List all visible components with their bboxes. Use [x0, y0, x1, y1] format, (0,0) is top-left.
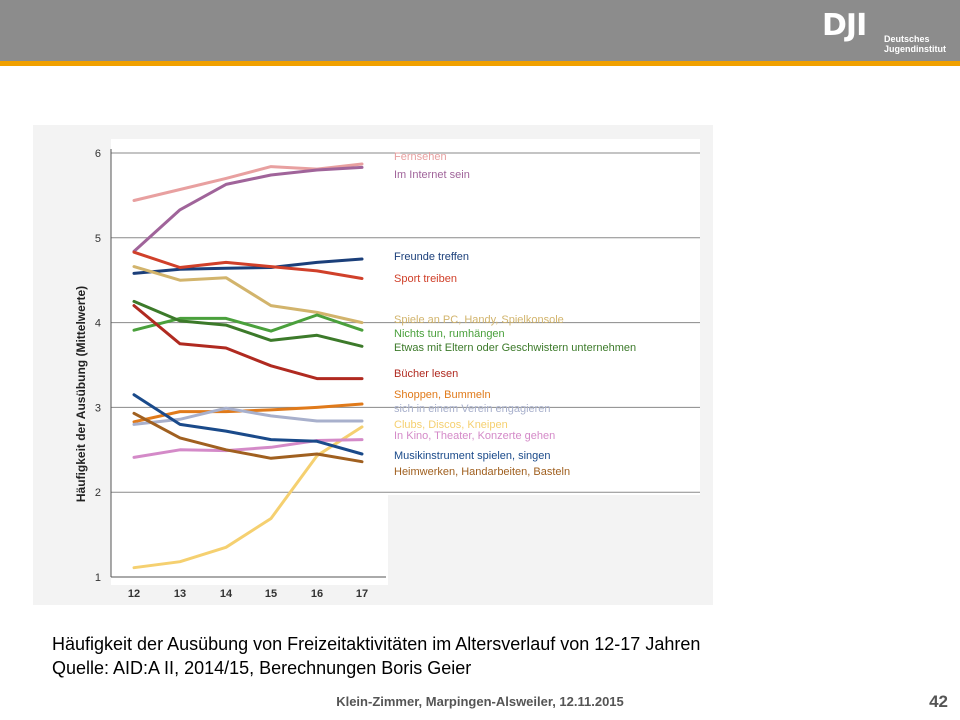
y-tick-label: 3 [95, 402, 101, 414]
series-line-1 [132, 165, 364, 253]
plot-area [111, 139, 388, 585]
caption-line-2: Quelle: AID:A II, 2014/15, Berechnungen … [52, 658, 472, 678]
series-line-12 [132, 393, 364, 456]
series-line-11 [132, 438, 364, 459]
series-line-13 [132, 411, 364, 464]
series-label: Etwas mit Eltern oder Geschwistern unter… [394, 342, 636, 354]
logo-text-line2: Jugendinstitut [884, 44, 946, 54]
dji-logo: DJI Deutsches Jugendinstitut [822, 8, 952, 58]
series-line-5 [132, 313, 364, 333]
series-line-4 [132, 265, 364, 325]
x-tick-label: 17 [356, 588, 368, 600]
x-tick-label: 15 [265, 588, 277, 600]
y-tick-label: 6 [95, 148, 101, 160]
x-tick-label: 16 [311, 588, 323, 600]
x-tick-label: 12 [128, 588, 140, 600]
series-label: Im Internet sein [394, 169, 470, 181]
series-label: Heimwerken, Handarbeiten, Basteln [394, 466, 570, 478]
series-label: Nichts tun, rumhängen [394, 328, 505, 340]
series-label: Fernsehen [394, 151, 447, 163]
series-line-2 [132, 257, 364, 275]
series-label: Spiele an PC, Handy, Spielkonsole [394, 314, 564, 326]
logo-text-line1: Deutsches [884, 34, 930, 44]
header-bar [0, 0, 960, 61]
x-tick-label: 13 [174, 588, 186, 600]
series-line-3 [132, 250, 364, 280]
series-line-10 [132, 425, 364, 570]
x-tick-label: 14 [220, 588, 233, 600]
logo-text: Deutsches Jugendinstitut [884, 34, 946, 54]
y-tick-label: 2 [95, 487, 101, 499]
logo-mark: DJI [822, 8, 867, 43]
series-line-6 [132, 299, 364, 348]
caption-line-1: Häufigkeit der Ausübung von Freizeitakti… [52, 634, 701, 654]
series-label: Musikinstrument spielen, singen [394, 450, 551, 462]
series-label: Bücher lesen [394, 368, 458, 380]
series-label: Clubs, Discos, Kneipen [394, 419, 508, 431]
header-accent-stripe [0, 61, 960, 66]
y-tick-label: 4 [95, 318, 101, 330]
page-number: 42 [929, 692, 948, 711]
series-line-7 [132, 304, 364, 381]
legend-area [388, 139, 700, 495]
series-label: sich in einem Verein engagieren [394, 403, 551, 415]
series-label: Shoppen, Bummeln [394, 389, 491, 401]
series-label: Freunde treffen [394, 251, 469, 263]
y-tick-label: 1 [95, 572, 101, 584]
slide-caption: Häufigkeit der Ausübung von Freizeitakti… [52, 632, 700, 680]
y-axis-label: Häufigkeit der Ausübung (Mittelwerte) [74, 286, 88, 502]
footer-text: Klein-Zimmer, Marpingen-Alsweiler, 12.11… [336, 694, 624, 709]
y-tick-label: 5 [95, 233, 101, 245]
series-label: In Kino, Theater, Konzerte gehen [394, 430, 555, 442]
series-label: Sport treiben [394, 273, 457, 285]
